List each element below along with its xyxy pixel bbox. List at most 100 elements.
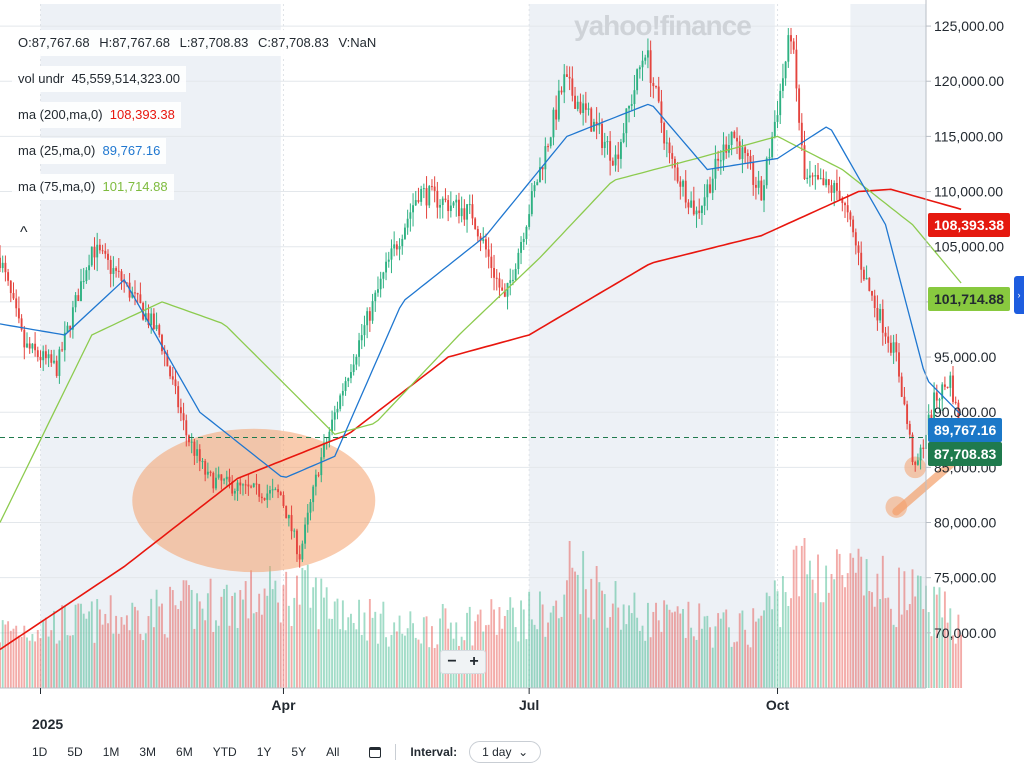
volume-bar bbox=[147, 616, 150, 688]
candle-body bbox=[571, 78, 574, 96]
volume-bar bbox=[431, 626, 433, 688]
candle-body bbox=[935, 392, 938, 401]
candle-body bbox=[560, 90, 563, 93]
candle-body bbox=[112, 268, 115, 274]
calendar-icon[interactable] bbox=[369, 746, 382, 758]
candle-body bbox=[371, 301, 374, 321]
volume-bar bbox=[287, 605, 290, 688]
candle-body bbox=[725, 144, 728, 153]
candle-body bbox=[660, 101, 663, 123]
range-button-5y[interactable]: 5Y bbox=[291, 745, 307, 759]
candle-body bbox=[177, 386, 180, 408]
candle-body bbox=[827, 179, 830, 186]
candle-body bbox=[598, 123, 601, 126]
legend-ma200[interactable]: ma (200,ma,0) 108,393.38 bbox=[12, 102, 394, 138]
candle-body bbox=[458, 199, 460, 217]
volume-bar bbox=[754, 621, 757, 688]
y-axis: 70,000.0075,000.0080,000.0085,000.0090,0… bbox=[925, 0, 1004, 688]
volume-bar bbox=[711, 647, 714, 688]
candle-body bbox=[711, 178, 714, 193]
volume-bar bbox=[142, 640, 145, 688]
range-toolbar: 1D 5D 1M 3M 6M YTD 1Y 5Y All Interval: 1 day ⌄ bbox=[0, 736, 1024, 768]
candle-body bbox=[781, 78, 784, 91]
candle-body bbox=[871, 290, 873, 296]
volume-bar bbox=[803, 538, 806, 688]
candle-body bbox=[568, 76, 571, 79]
candle-body bbox=[946, 386, 949, 388]
candle-body bbox=[312, 486, 315, 503]
range-button-ytd[interactable]: YTD bbox=[212, 745, 237, 759]
candle-body bbox=[679, 181, 682, 187]
volume-bar bbox=[671, 612, 674, 688]
volume-bar bbox=[835, 549, 838, 688]
candle-body bbox=[765, 158, 768, 186]
volume-bar bbox=[873, 606, 876, 688]
candle-body bbox=[107, 253, 109, 260]
candle-body bbox=[784, 61, 787, 79]
volume-bar bbox=[412, 623, 415, 688]
candle-body bbox=[425, 188, 428, 206]
candle-body bbox=[431, 186, 433, 188]
volume-bar bbox=[217, 625, 220, 688]
volume-bar bbox=[849, 553, 852, 688]
y-tick-label: 110,000.00 bbox=[934, 184, 1003, 200]
volume-bar bbox=[960, 634, 963, 688]
legend-ma25[interactable]: ma (25,ma,0) 89,767.16 bbox=[12, 138, 394, 174]
volume-bar bbox=[34, 641, 37, 688]
candle-body bbox=[908, 423, 911, 435]
legend-vol-under[interactable]: vol undr 45,559,514,323.00 bbox=[12, 66, 394, 102]
volume-bar bbox=[309, 607, 312, 688]
zoom-in-button[interactable]: + bbox=[469, 653, 479, 670]
candle-body bbox=[231, 481, 234, 494]
volume-bar bbox=[514, 627, 517, 688]
candle-body bbox=[520, 241, 522, 253]
range-button-1d[interactable]: 1D bbox=[32, 745, 48, 759]
range-button-6m[interactable]: 6M bbox=[176, 745, 193, 759]
volume-bar bbox=[938, 587, 941, 688]
candle-body bbox=[811, 175, 814, 177]
candle-body bbox=[622, 133, 625, 143]
volume-bar bbox=[0, 642, 1, 688]
range-button-1m[interactable]: 1M bbox=[102, 745, 120, 759]
legend-ma75[interactable]: ma (75,ma,0) 101,714.88 bbox=[12, 174, 394, 210]
volume-bar bbox=[536, 629, 539, 688]
side-panel-toggle-icon[interactable]: › bbox=[1014, 276, 1024, 314]
candle-body bbox=[673, 158, 676, 168]
candle-body bbox=[684, 180, 687, 203]
volume-bar bbox=[533, 624, 536, 688]
interval-select[interactable]: 1 day ⌄ bbox=[469, 741, 542, 763]
volume-bar bbox=[96, 599, 99, 688]
candle-body bbox=[347, 378, 350, 382]
volume-bar bbox=[320, 578, 323, 688]
candle-body bbox=[23, 329, 26, 348]
range-button-all[interactable]: All bbox=[326, 745, 340, 759]
candle-body bbox=[185, 420, 188, 436]
volume-bar bbox=[193, 628, 196, 688]
volume-bar bbox=[225, 584, 228, 688]
candle-body bbox=[82, 281, 85, 283]
volume-bar bbox=[660, 631, 663, 688]
range-button-5d[interactable]: 5D bbox=[67, 745, 83, 759]
candle-body bbox=[541, 167, 544, 170]
candle-body bbox=[655, 86, 657, 88]
ma200-value: 108,393.38 bbox=[109, 107, 175, 122]
volume-bar bbox=[136, 610, 139, 688]
candle-body bbox=[881, 308, 884, 333]
legend-collapse-icon[interactable]: ^ bbox=[20, 224, 28, 241]
volume-bar bbox=[317, 629, 320, 688]
candle-body bbox=[152, 313, 155, 330]
range-button-1y[interactable]: 1Y bbox=[256, 745, 272, 759]
moving-average-lines bbox=[0, 103, 962, 651]
candle-body bbox=[239, 482, 242, 486]
candle-body bbox=[155, 325, 158, 330]
candle-body bbox=[876, 307, 879, 321]
candle-body bbox=[676, 167, 679, 182]
candle-body bbox=[163, 351, 166, 354]
candle-body bbox=[385, 261, 388, 273]
volume-bar bbox=[298, 604, 301, 688]
volume-bar bbox=[468, 606, 471, 688]
zoom-out-button[interactable]: − bbox=[447, 653, 457, 670]
range-button-3m[interactable]: 3M bbox=[139, 745, 157, 759]
candle-body bbox=[360, 335, 363, 341]
